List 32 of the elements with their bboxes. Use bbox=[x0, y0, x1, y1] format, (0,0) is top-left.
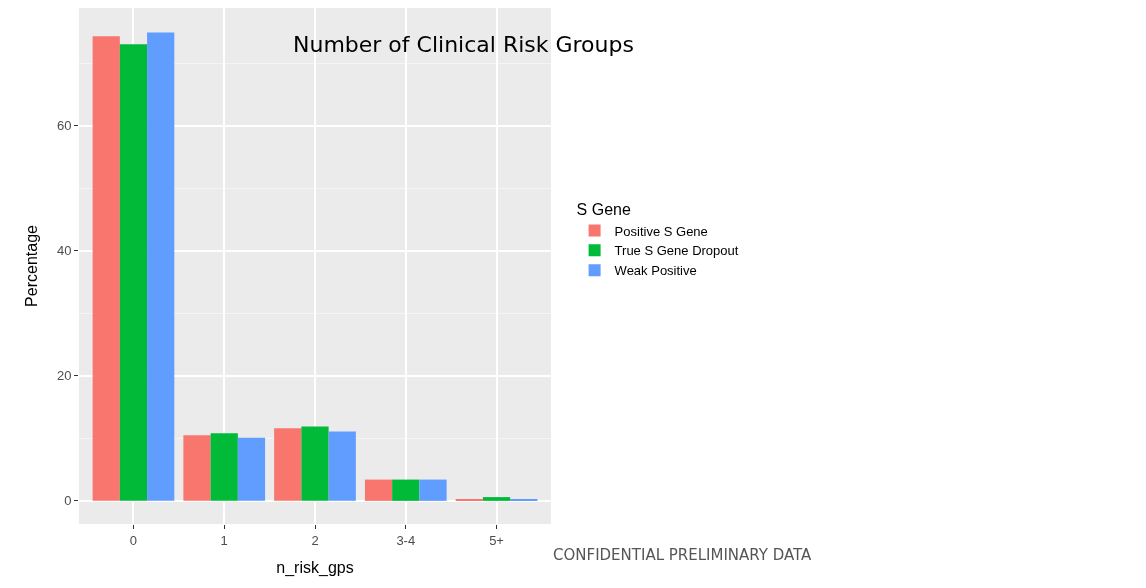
bar bbox=[147, 32, 175, 501]
y-tick-label: 0 bbox=[64, 493, 72, 509]
bar bbox=[183, 435, 211, 501]
y-tick-label: 40 bbox=[56, 243, 72, 259]
x-axis-title: n_risk_gps bbox=[276, 559, 354, 578]
text: Number of Clinical Risk Groups bbox=[293, 32, 634, 57]
y-axis-title: Percentage bbox=[22, 224, 40, 307]
legend-label: True S Gene Dropout bbox=[614, 243, 739, 259]
y-tick-label: 20 bbox=[56, 368, 72, 384]
bar bbox=[237, 437, 266, 501]
bar bbox=[392, 479, 420, 501]
bar bbox=[328, 431, 356, 501]
x-tick-label: 1 bbox=[220, 532, 228, 548]
legend-label: Weak Positive bbox=[614, 263, 697, 279]
bar bbox=[510, 498, 538, 501]
bar bbox=[455, 498, 483, 501]
bar bbox=[119, 44, 148, 501]
x-tick-label: 2 bbox=[311, 532, 319, 548]
text: CONFIDENTIAL PRELIMINARY DATA bbox=[553, 546, 813, 564]
bar bbox=[301, 426, 329, 501]
bar bbox=[482, 497, 511, 501]
x-tick-label: 0 bbox=[129, 532, 138, 548]
bar bbox=[274, 428, 302, 501]
legend-title: S Gene bbox=[576, 201, 631, 219]
legend-label: Positive S Gene bbox=[614, 223, 708, 239]
x-tick-label: 5+ bbox=[489, 532, 504, 548]
bar bbox=[92, 36, 120, 501]
bar bbox=[210, 433, 238, 501]
bar bbox=[364, 479, 393, 501]
y-tick-label: 60 bbox=[56, 118, 72, 134]
x-tick-label: 3-4 bbox=[396, 532, 416, 548]
bar bbox=[419, 479, 447, 501]
